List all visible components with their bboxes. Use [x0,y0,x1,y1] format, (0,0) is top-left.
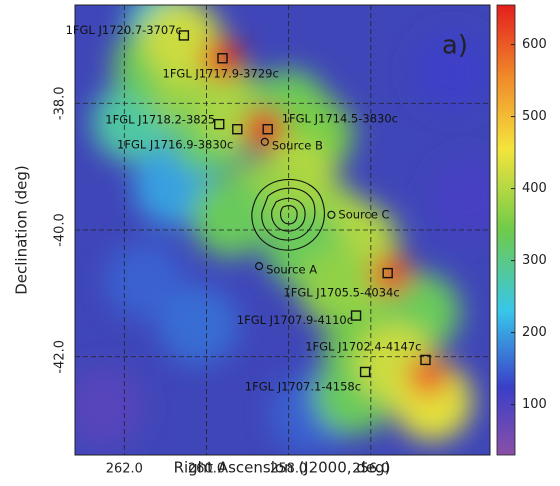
source-label: Source C [338,207,389,221]
x-tick-label: 260.0 [188,462,225,477]
source-label: Source B [272,138,323,152]
x-tick-label: 262.0 [106,462,143,477]
y-tick-label: -40.0 [53,213,68,247]
colorbar-tick-label: 500 [522,109,547,124]
colorbar [497,5,515,455]
source-label: 1FGL J1714.5-3830c [282,112,398,126]
colorbar-tick-label: 100 [522,397,547,412]
source-label: Source A [266,263,317,277]
source-label: 1FGL J1707.1-4158c [245,379,361,393]
emission-blob [158,285,238,365]
source-label: 1FGL J1702.4-4147c [305,339,421,353]
colorbar-tick-label: 400 [522,181,547,196]
source-label: 1FGL J1707.9-4110c [237,313,353,327]
y-tick-label: -42.0 [53,340,68,374]
emission-blob [64,367,144,447]
y-tick-label: -38.0 [53,86,68,120]
emission-blob [191,177,271,257]
x-tick-label: 258.0 [270,462,307,477]
colorbar-tick-label: 600 [522,37,547,52]
panel-label: a) [442,31,468,61]
source-label: 1FGL J1717.9-3729c [163,67,279,81]
y-axis-title: Declination (deg) [13,165,31,295]
source-label: 1FGL J1716.9-3830c [117,138,233,152]
source-label: 1FGL J1720.7-3707c [66,23,182,37]
source-label: 1FGL J1718.2-3825 [105,113,215,127]
colorbar-tick-label: 300 [522,253,547,268]
chart: a) Right Ascension (J2000, deg) Declinat… [0,0,560,486]
colorbar-tick-label: 200 [522,325,547,340]
x-tick-label: 256.0 [352,462,389,477]
source-label: 1FGL J1705.5-4034c [283,286,399,300]
emission-blob [408,356,448,396]
